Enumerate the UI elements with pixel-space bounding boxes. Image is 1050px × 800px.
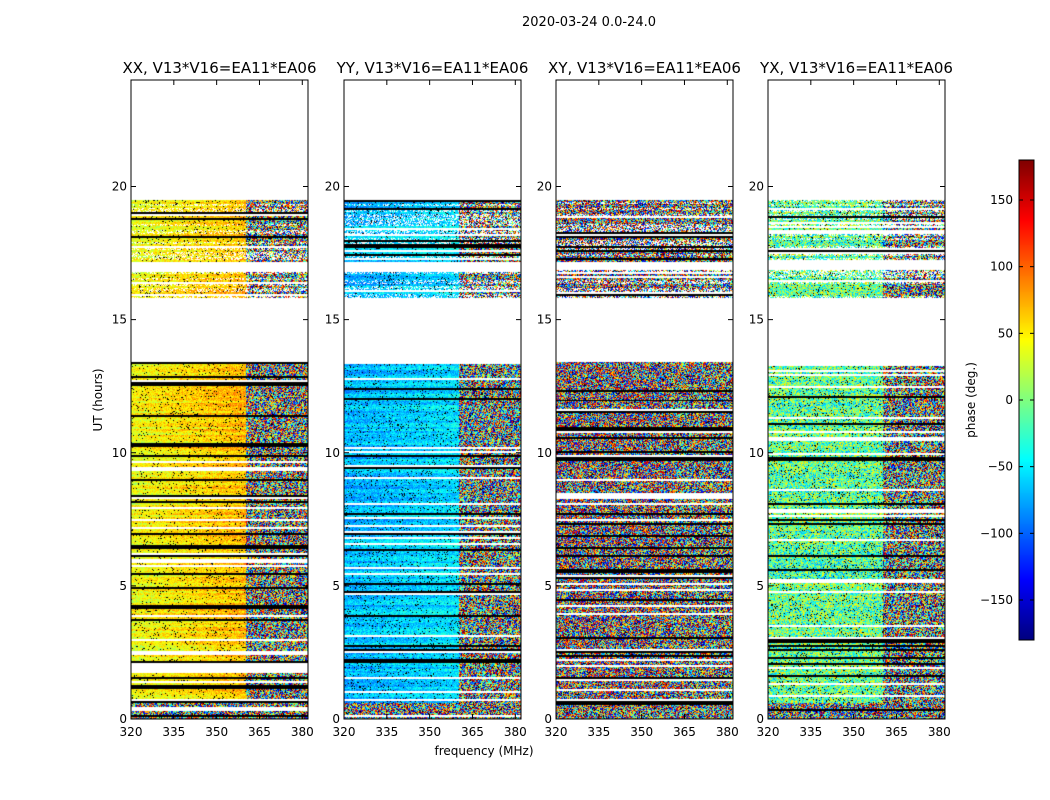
colorbar-tick-label: 50 <box>998 326 1013 340</box>
panel-title: XX, V13*V16=EA11*EA06 <box>122 59 316 77</box>
figure-suptitle: 2020-03-24 0.0-24.0 <box>522 15 656 30</box>
x-tick-label: 335 <box>587 725 610 739</box>
y-tick-label: 0 <box>332 712 340 726</box>
panel-frame <box>130 79 309 720</box>
y-tick-label: 5 <box>544 579 552 593</box>
x-tick-label: 380 <box>291 725 314 739</box>
colorbar-tick-label: 100 <box>990 260 1013 274</box>
x-axis-label: frequency (MHz) <box>434 744 533 758</box>
x-tick-label: 380 <box>928 725 951 739</box>
y-tick-label: 10 <box>325 446 340 460</box>
x-tick-label: 320 <box>120 725 143 739</box>
x-tick-label: 335 <box>162 725 185 739</box>
x-tick-label: 365 <box>461 725 484 739</box>
panel-yx: YX, V13*V16=EA11*EA06 320 335 350 365 380 0 5 10… <box>749 59 953 739</box>
y-tick-label: 5 <box>332 579 340 593</box>
y-axis-label: UT (hours) <box>91 368 105 431</box>
x-tick-label: 350 <box>842 725 865 739</box>
panel-title: YY, V13*V16=EA11*EA06 <box>336 59 529 77</box>
y-tick-label: 15 <box>112 313 127 327</box>
y-tick-label: 5 <box>756 579 764 593</box>
x-tick-label: 380 <box>716 725 739 739</box>
heatmap-xx <box>131 80 308 719</box>
x-tick-label: 320 <box>757 725 780 739</box>
colorbar-tick-label: 150 <box>990 193 1013 207</box>
x-tick-label: 350 <box>418 725 441 739</box>
colorbar-tick-label: −150 <box>980 593 1013 607</box>
x-tick-label: 320 <box>545 725 568 739</box>
y-tick-label: 0 <box>119 712 127 726</box>
x-tick-label: 320 <box>333 725 356 739</box>
y-tick-label: 20 <box>537 180 552 194</box>
panel-yy: YY, V13*V16=EA11*EA06 320 335 350 365 380 0 5 10… <box>325 59 529 739</box>
x-tick-label: 350 <box>205 725 228 739</box>
y-tick-label: 0 <box>756 712 764 726</box>
y-tick-label: 10 <box>112 446 127 460</box>
colorbar: 150 100 50 0 −50 −100 −150 <box>980 159 1035 641</box>
heatmap-yy <box>344 80 521 719</box>
y-tick-label: 0 <box>544 712 552 726</box>
panel-frame <box>555 79 734 720</box>
y-tick-label: 15 <box>537 313 552 327</box>
colorbar-label: phase (deg.) <box>964 362 978 438</box>
y-tick-label: 20 <box>112 180 127 194</box>
x-tick-label: 335 <box>799 725 822 739</box>
colorbar-tick-label: −50 <box>988 460 1013 474</box>
y-tick-label: 15 <box>749 313 764 327</box>
colorbar-gradient <box>1019 160 1034 640</box>
heatmap-xy <box>556 80 733 719</box>
y-tick-label: 20 <box>325 180 340 194</box>
panel-title: YX, V13*V16=EA11*EA06 <box>759 59 953 77</box>
x-tick-label: 365 <box>885 725 908 739</box>
panel-frame <box>343 79 522 720</box>
panel-xy: XY, V13*V16=EA11*EA06 320 335 350 365 380 0 5 10… <box>537 59 741 739</box>
panels-group: XX, V13*V16=EA11*EA06 320 335 350 365 380 0 5 10… <box>112 59 953 739</box>
y-tick-label: 15 <box>325 313 340 327</box>
x-tick-label: 335 <box>375 725 398 739</box>
colorbar-tick-label: 0 <box>1005 393 1013 407</box>
x-tick-label: 350 <box>630 725 653 739</box>
colorbar-tick-label: −100 <box>980 526 1013 540</box>
x-tick-label: 380 <box>504 725 527 739</box>
panel-frame <box>767 79 946 720</box>
x-tick-label: 365 <box>673 725 696 739</box>
heatmap-yx <box>768 80 945 719</box>
panel-title: XY, V13*V16=EA11*EA06 <box>548 59 741 77</box>
y-tick-label: 10 <box>537 446 552 460</box>
panel-xx: XX, V13*V16=EA11*EA06 320 335 350 365 380 0 5 10… <box>112 59 317 739</box>
y-tick-label: 10 <box>749 446 764 460</box>
y-tick-label: 5 <box>119 579 127 593</box>
y-tick-label: 20 <box>749 180 764 194</box>
x-tick-label: 365 <box>248 725 271 739</box>
